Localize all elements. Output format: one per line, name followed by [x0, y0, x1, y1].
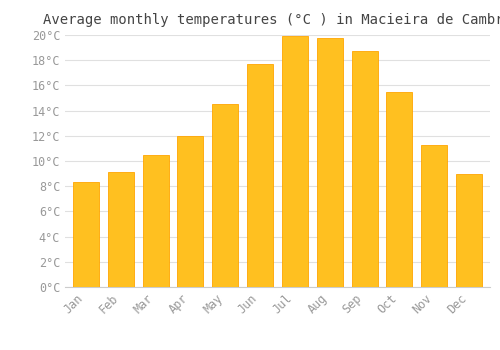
Bar [212, 104, 238, 287]
Bar [108, 172, 134, 287]
Bar [456, 174, 482, 287]
Bar [247, 64, 273, 287]
Bar [178, 136, 204, 287]
Bar [282, 36, 308, 287]
Bar [142, 155, 169, 287]
Bar [352, 51, 378, 287]
Title: Average monthly temperatures (°C ) in Macieira de Cambra: Average monthly temperatures (°C ) in Ma… [43, 13, 500, 27]
Bar [316, 37, 343, 287]
Bar [73, 182, 99, 287]
Bar [386, 92, 412, 287]
Bar [421, 145, 448, 287]
